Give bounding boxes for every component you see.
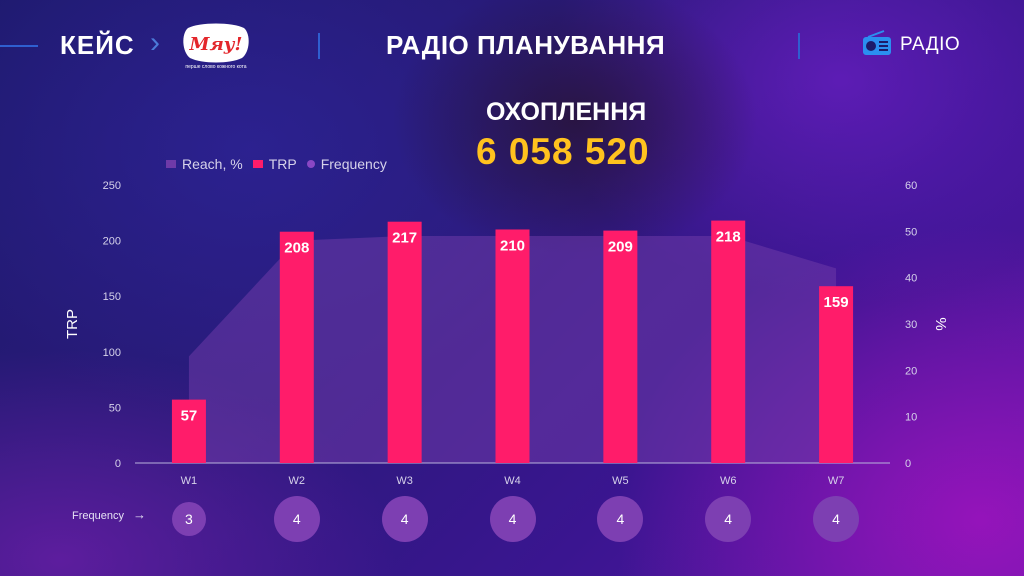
y-tick-label: 250 (103, 180, 121, 192)
media-label: РАДІО (900, 34, 961, 55)
legend-label-reach: Reach, % (182, 156, 243, 172)
legend-label-trp: TRP (268, 156, 297, 172)
header-accent-line (0, 45, 38, 47)
trp-bar (387, 221, 422, 463)
y-tick-label: 200 (103, 236, 121, 248)
x-tick-label: W7 (828, 475, 845, 487)
trp-value-label: 218 (716, 229, 741, 246)
svg-text:перше слово кожного кота: перше слово кожного кота (185, 64, 246, 70)
chevron-right-icon: › (150, 26, 160, 59)
frequency-circle: 4 (597, 496, 644, 542)
trp-value-label: 217 (392, 230, 417, 247)
frequency-circle: 4 (705, 496, 752, 542)
page-title: РАДІО ПЛАНУВАННЯ (386, 30, 666, 60)
trp-bar (495, 229, 530, 463)
frequency-circle: 4 (489, 496, 536, 542)
legend-swatch-reach (166, 160, 176, 168)
y2-tick-label: 10 (905, 412, 917, 424)
trp-bar (603, 230, 638, 463)
header-divider (798, 33, 800, 59)
trp-value-label: 208 (284, 240, 309, 257)
frequency-row-label: Frequency (72, 510, 124, 522)
y-axis-title: TRP (64, 309, 81, 339)
trp-value-label: 209 (608, 239, 633, 256)
trp-bar (171, 399, 206, 463)
y2-axis-title: % (932, 317, 949, 330)
y2-tick-label: 40 (905, 273, 917, 285)
legend-item-frequency: Frequency (306, 156, 387, 172)
brand-logo: Мяу! перше слово кожного кота (183, 23, 249, 70)
trp-bar (279, 231, 314, 463)
legend-item-reach: Reach, % (166, 156, 243, 172)
x-tick-label: W5 (612, 475, 629, 487)
radio-icon (863, 30, 891, 55)
legend-swatch-trp (252, 160, 263, 168)
frequency-circle: 4 (381, 496, 428, 542)
header-divider (318, 33, 320, 59)
x-tick-label: W6 (720, 475, 737, 487)
x-tick-label: W1 (181, 475, 198, 487)
trp-value-label: 57 (181, 408, 198, 425)
trp-bar (711, 220, 746, 463)
x-tick-label: W4 (504, 475, 521, 487)
arrow-right-icon: → (133, 507, 146, 522)
trp-bar (819, 286, 854, 463)
y2-tick-label: 50 (905, 226, 917, 238)
svg-text:Мяу!: Мяу! (189, 34, 243, 55)
legend-item-trp: TRP (252, 156, 297, 172)
legend-swatch-frequency (306, 160, 315, 168)
y-tick-label: 150 (103, 291, 121, 303)
y-tick-label: 50 (109, 402, 121, 414)
x-tick-label: W2 (289, 475, 306, 487)
case-title: КЕЙС (60, 30, 135, 60)
y2-tick-label: 60 (905, 180, 917, 192)
y2-tick-label: 20 (905, 365, 917, 377)
y2-tick-label: 30 (905, 319, 917, 331)
trp-value-label: 159 (824, 294, 849, 311)
frequency-circle: 3 (171, 502, 206, 536)
frequency-circle: 4 (273, 496, 320, 542)
frequency-circle: 4 (813, 496, 860, 542)
x-tick-label: W3 (396, 475, 413, 487)
trp-value-label: 210 (500, 237, 525, 254)
chart-legend: Reach, % TRP Frequency (166, 156, 397, 172)
y2-tick-label: 0 (905, 458, 911, 470)
legend-label-frequency: Frequency (320, 156, 387, 172)
reach-value: 6 058 520 (476, 131, 650, 172)
y-tick-label: 100 (103, 347, 121, 359)
reach-title: ОХОПЛЕННЯ (486, 98, 647, 126)
y-tick-label: 0 (115, 458, 121, 470)
